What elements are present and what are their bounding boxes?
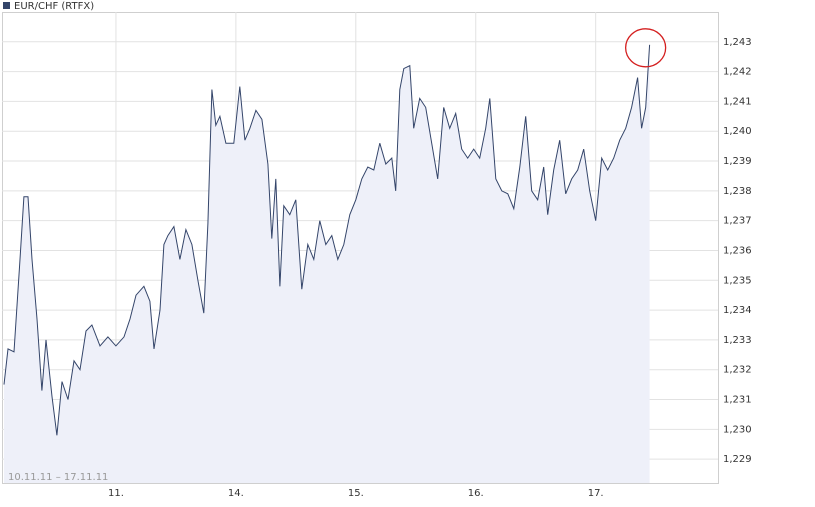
- y-tick-label: 1,234: [723, 305, 752, 316]
- x-tick-label: 14.: [228, 488, 244, 499]
- x-tick-label: 11.: [108, 488, 124, 499]
- highlight-circle: [624, 28, 667, 68]
- line: [3, 44, 651, 436]
- y-tick-label: 1,229: [723, 454, 752, 465]
- y-tick-label: 1,237: [723, 216, 752, 227]
- x-tick-label: 16.: [468, 488, 484, 499]
- area: [4, 44, 650, 484]
- y-tick-label: 1,239: [723, 156, 752, 167]
- legend-swatch: [3, 2, 10, 9]
- y-tick-label: 1,231: [723, 395, 752, 406]
- legend-label: EUR/CHF (RTFX): [14, 1, 94, 12]
- y-tick-label: 1,230: [723, 424, 752, 435]
- y-tick-label: 1,235: [723, 275, 752, 286]
- y-tick-label: 1,243: [723, 37, 752, 48]
- y-tick-label: 1,238: [723, 186, 752, 197]
- date-range: 10.11.11 – 17.11.11: [8, 472, 108, 483]
- x-tick-label: 17.: [588, 488, 604, 499]
- y-tick-label: 1,232: [723, 365, 752, 376]
- y-tick-label: 1,241: [723, 96, 752, 107]
- x-tick-label: 15.: [348, 488, 364, 499]
- y-tick-label: 1,240: [723, 126, 752, 137]
- y-tick-label: 1,242: [723, 67, 752, 78]
- y-tick-label: 1,236: [723, 245, 752, 256]
- y-tick-label: 1,233: [723, 335, 752, 346]
